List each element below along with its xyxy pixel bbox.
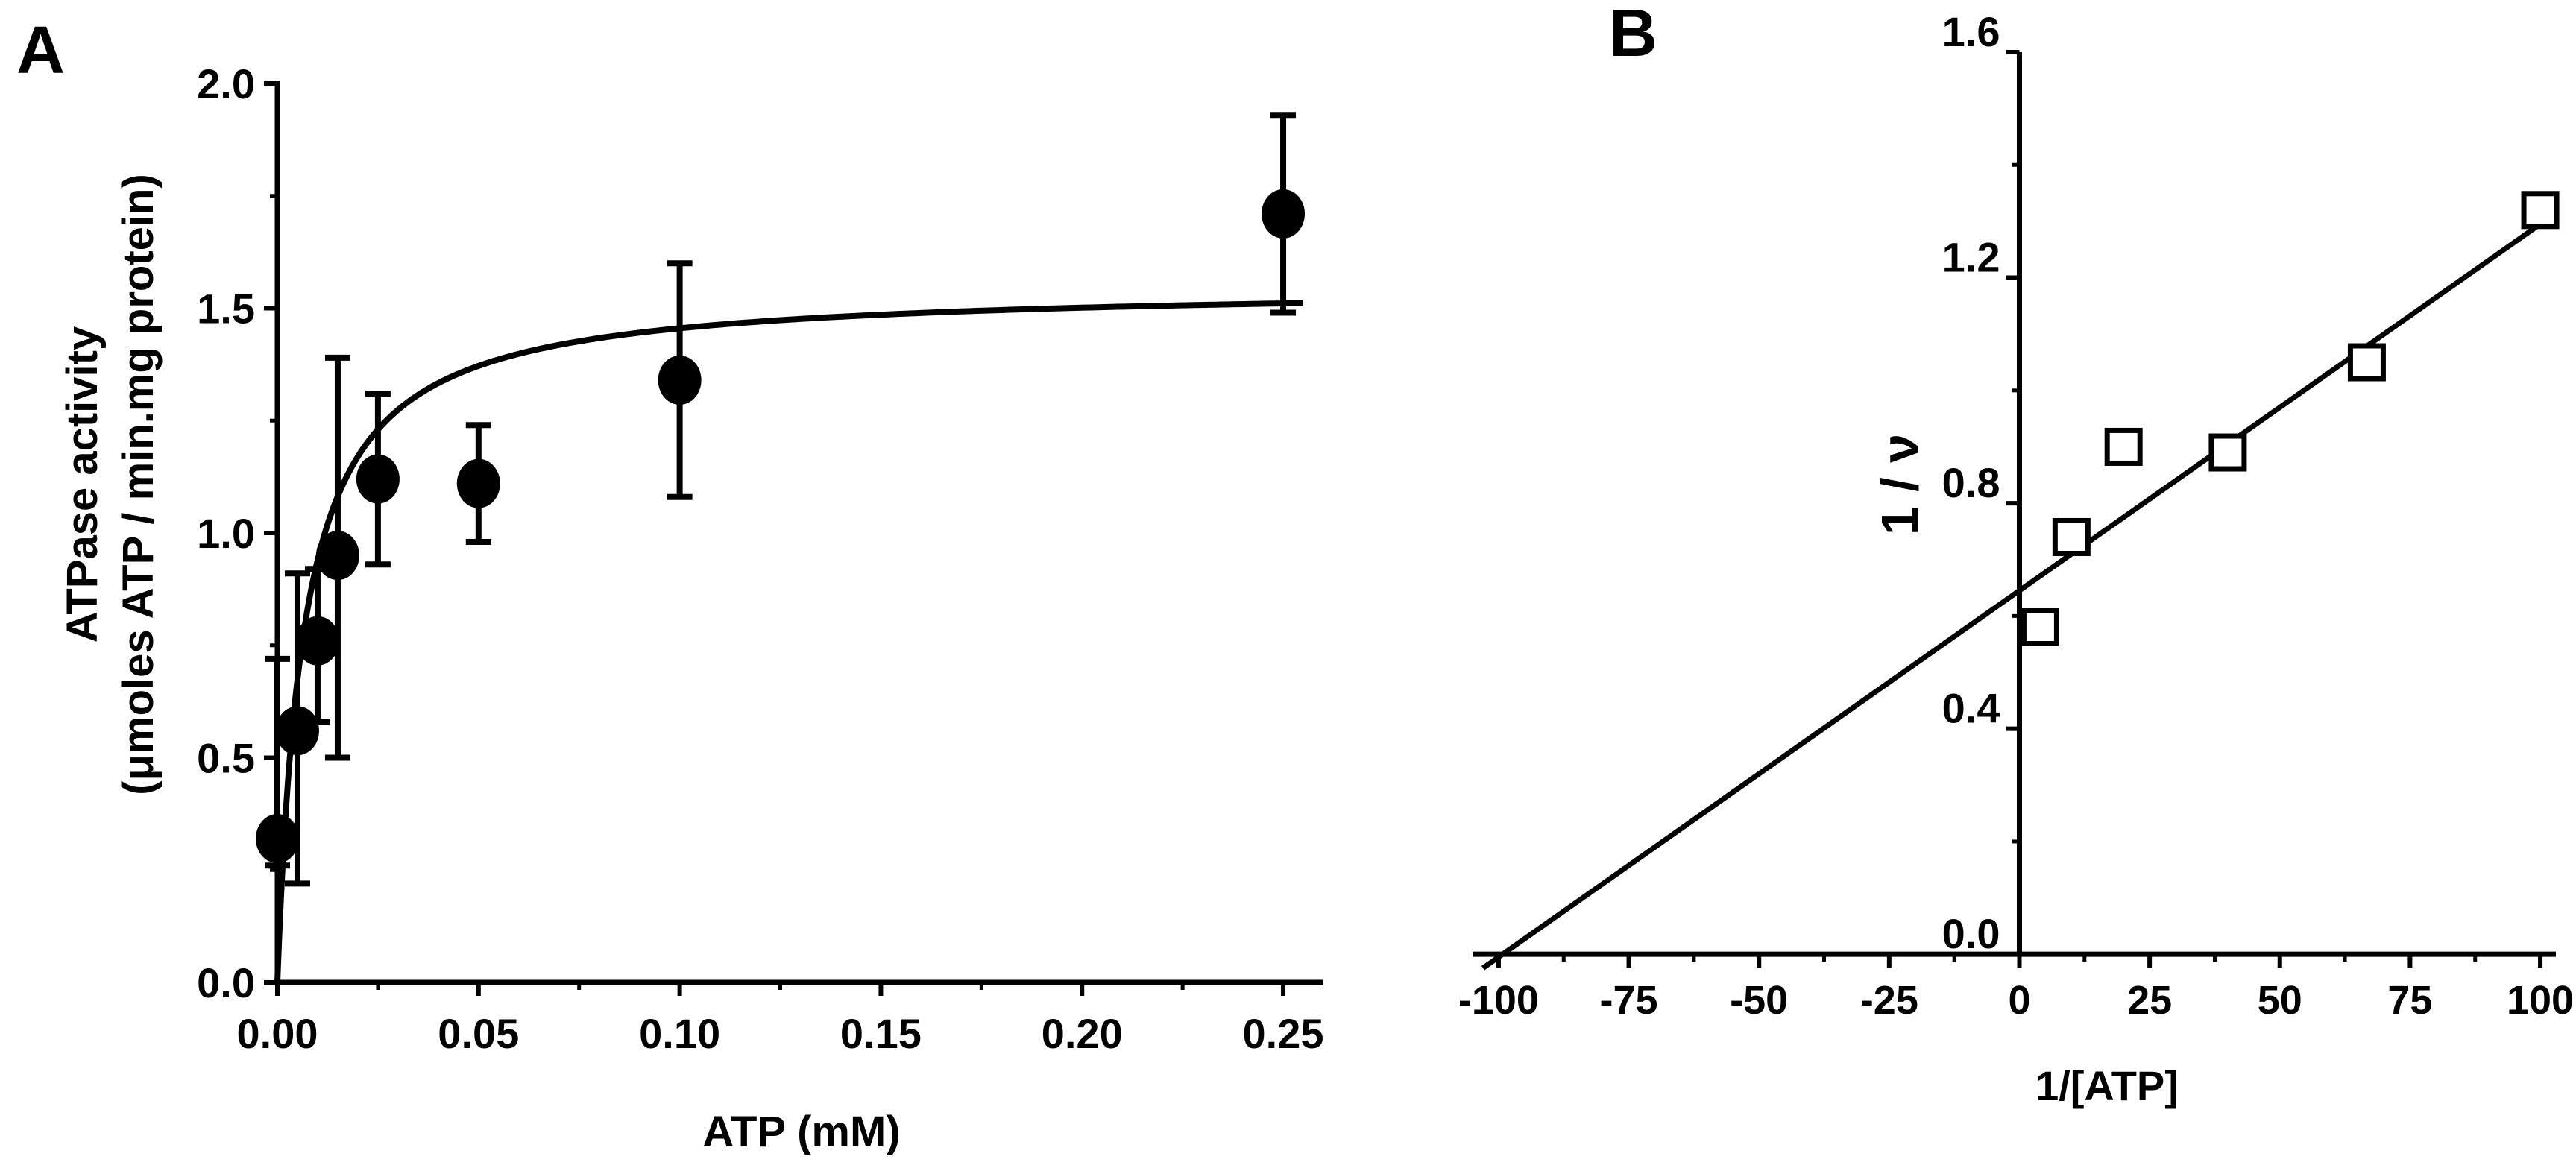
- x-tick-label: 50: [2258, 978, 2302, 1023]
- x-tick-label: 75: [2387, 978, 2432, 1023]
- marker-filled-circle: [295, 616, 339, 666]
- y-tick-label: 0.0: [1942, 910, 2000, 957]
- marker-open-square: [2521, 191, 2560, 230]
- y-tick-label: 1.6: [1942, 8, 2000, 55]
- x-tick-label: 100: [2507, 978, 2574, 1023]
- x-tick-label: -75: [1600, 978, 1658, 1023]
- marker-open-square: [2052, 517, 2091, 556]
- x-tick-label: 0: [2008, 978, 2030, 1023]
- x-tick-label: 0.00: [237, 1010, 318, 1057]
- panel-b: B 0.0 0.4 0.8 1.2 1.6 -100 -75 -50 -25 0 25 50 75 10…: [1458, 0, 2574, 1109]
- panel-a-fit-curve: [274, 300, 1304, 983]
- panel-b-data-points: [2021, 191, 2560, 646]
- data-point: [658, 260, 702, 500]
- panel-a-axes: [274, 81, 1323, 985]
- panel-label-a: A: [16, 13, 65, 88]
- marker-open-square: [2021, 607, 2059, 646]
- x-tick-label: -25: [1860, 978, 1918, 1023]
- y-tick-label: 1.0: [197, 510, 255, 557]
- x-tick-label: 0.20: [1042, 1010, 1123, 1057]
- x-tick-label: 0.05: [438, 1010, 519, 1057]
- y-tick-label: 0.5: [197, 735, 255, 782]
- marker-filled-circle: [1262, 189, 1306, 239]
- data-point: [315, 354, 359, 761]
- y-tick-label: 0.8: [1942, 459, 2000, 506]
- panel-b-y-axis-label: 1 / ν: [1871, 434, 1929, 535]
- y-tick-label: 1.2: [1942, 234, 2000, 281]
- marker-filled-circle: [356, 454, 400, 504]
- data-point: [356, 391, 400, 568]
- y-tick-label: 0.0: [197, 959, 255, 1006]
- data-point: [256, 655, 299, 869]
- marker-open-square: [2347, 343, 2386, 382]
- panel-a-data-points: [256, 112, 1306, 887]
- x-tick-label: -50: [1730, 978, 1788, 1023]
- x-tick-label: 0.15: [840, 1010, 922, 1057]
- y-tick-label: 1.5: [197, 285, 255, 332]
- panel-a-x-axis-label: ATP (mM): [702, 1108, 900, 1156]
- marker-open-square: [2104, 427, 2143, 466]
- panel-b-fit-line: [1481, 221, 2542, 971]
- x-tick-label: 0.10: [639, 1010, 720, 1057]
- panel-a-y-ticks: 0.0 0.5 1.0 1.5 2.0: [197, 60, 277, 1006]
- data-point: [456, 422, 500, 546]
- panel-b-y-ticks: 0.0 0.4 0.8 1.2 1.6: [1942, 8, 2020, 957]
- panel-a-x-ticks: 0.00 0.05 0.10 0.15 0.20 0.25: [237, 982, 1324, 1057]
- data-point: [275, 570, 319, 887]
- marker-open-square: [2208, 433, 2247, 472]
- x-tick-label: 25: [2127, 978, 2172, 1023]
- data-point: [295, 566, 339, 725]
- panel-a-y-axis-label-line1: ATPase activity: [58, 326, 107, 643]
- marker-filled-circle: [275, 706, 319, 756]
- x-tick-label: -100: [1458, 978, 1539, 1023]
- marker-filled-circle: [256, 814, 299, 864]
- y-tick-label: 0.4: [1942, 685, 2000, 732]
- y-tick-label: 2.0: [197, 60, 255, 107]
- panel-label-b: B: [1609, 0, 1657, 71]
- marker-filled-circle: [315, 531, 359, 581]
- panel-b-x-ticks: -100 -75 -50 -25 0 25 50 75 100: [1458, 954, 2574, 1023]
- x-tick-label: 0.25: [1243, 1010, 1324, 1057]
- marker-filled-circle: [456, 458, 500, 508]
- data-point: [1262, 112, 1306, 316]
- panel-a-y-axis-label-line2: (μmoles ATP / min.mg protein): [114, 174, 163, 795]
- marker-filled-circle: [658, 355, 702, 405]
- panel-b-x-axis-label: 1/[ATP]: [2035, 1062, 2179, 1109]
- panel-a: A 0.00.51.01.52.0 0.00 0.05 0.10 0.15 0.20 0.…: [16, 13, 1324, 1156]
